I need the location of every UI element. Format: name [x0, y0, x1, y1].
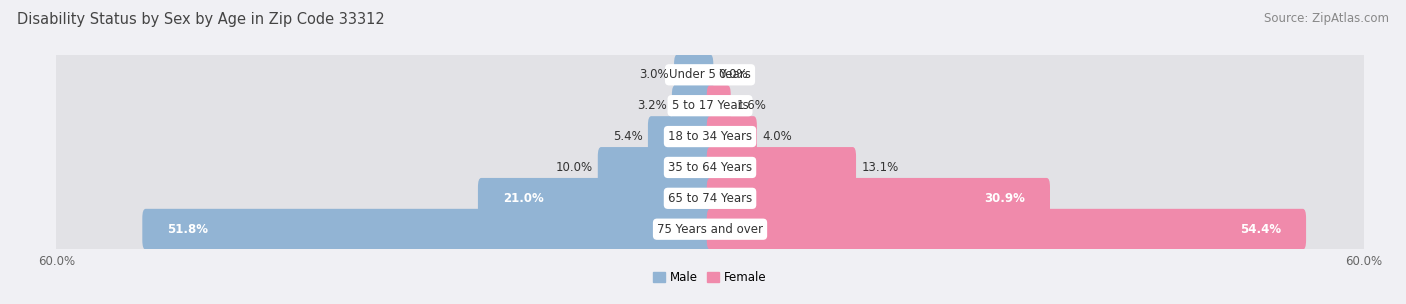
FancyBboxPatch shape	[598, 147, 713, 188]
FancyBboxPatch shape	[707, 116, 756, 157]
FancyBboxPatch shape	[478, 178, 713, 219]
FancyBboxPatch shape	[53, 116, 1367, 157]
FancyBboxPatch shape	[673, 54, 713, 95]
Text: Source: ZipAtlas.com: Source: ZipAtlas.com	[1264, 12, 1389, 25]
FancyBboxPatch shape	[648, 116, 713, 157]
FancyBboxPatch shape	[142, 209, 713, 250]
Text: 30.9%: 30.9%	[984, 192, 1025, 205]
Text: 0.0%: 0.0%	[718, 68, 748, 81]
FancyBboxPatch shape	[707, 178, 1050, 219]
FancyBboxPatch shape	[707, 147, 856, 188]
Text: 51.8%: 51.8%	[167, 223, 208, 236]
Text: 5 to 17 Years: 5 to 17 Years	[672, 99, 748, 112]
Text: 75 Years and over: 75 Years and over	[657, 223, 763, 236]
FancyBboxPatch shape	[53, 85, 1367, 126]
FancyBboxPatch shape	[53, 147, 1367, 188]
Text: Under 5 Years: Under 5 Years	[669, 68, 751, 81]
Text: 3.0%: 3.0%	[638, 68, 669, 81]
Legend: Male, Female: Male, Female	[651, 268, 769, 286]
Text: 54.4%: 54.4%	[1240, 223, 1281, 236]
FancyBboxPatch shape	[53, 209, 1367, 250]
FancyBboxPatch shape	[707, 209, 1306, 250]
Text: 35 to 64 Years: 35 to 64 Years	[668, 161, 752, 174]
Text: 3.2%: 3.2%	[637, 99, 666, 112]
FancyBboxPatch shape	[707, 85, 731, 126]
Text: 10.0%: 10.0%	[555, 161, 592, 174]
FancyBboxPatch shape	[53, 54, 1367, 95]
Text: 4.0%: 4.0%	[762, 130, 792, 143]
Text: 18 to 34 Years: 18 to 34 Years	[668, 130, 752, 143]
Text: Disability Status by Sex by Age in Zip Code 33312: Disability Status by Sex by Age in Zip C…	[17, 12, 385, 27]
Text: 1.6%: 1.6%	[737, 99, 766, 112]
FancyBboxPatch shape	[53, 178, 1367, 219]
Text: 5.4%: 5.4%	[613, 130, 643, 143]
Text: 65 to 74 Years: 65 to 74 Years	[668, 192, 752, 205]
Text: 13.1%: 13.1%	[862, 161, 898, 174]
FancyBboxPatch shape	[672, 85, 713, 126]
Text: 21.0%: 21.0%	[503, 192, 544, 205]
